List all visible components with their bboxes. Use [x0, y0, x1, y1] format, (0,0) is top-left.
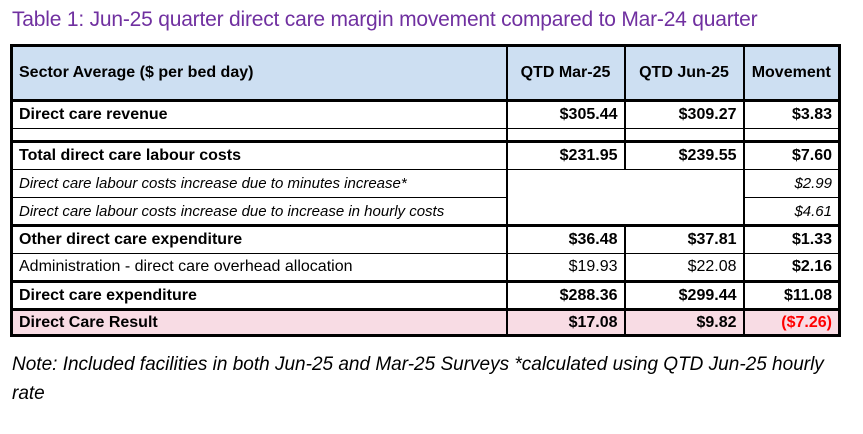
- cell-empty: [742, 128, 841, 143]
- cell-empty: [623, 128, 745, 143]
- cell-qtd-jun25: $22.08: [623, 253, 745, 283]
- cell-label: Direct care expenditure: [10, 281, 508, 311]
- row-total-direct-care-labour-costs: Total direct care labour costs $231.95 $…: [10, 141, 841, 170]
- row-administration-overhead: Administration - direct care overhead al…: [10, 253, 841, 283]
- footnote: Note: Included facilities in both Jun-25…: [12, 354, 824, 405]
- cell-movement: $7.60: [742, 141, 841, 170]
- column-header-qtd-mar25: QTD Mar-25: [505, 45, 626, 102]
- row-direct-care-result: Direct Care Result $17.08 $9.82 ($7.26): [10, 309, 841, 337]
- cell-movement: $11.08: [742, 281, 841, 311]
- row-other-direct-care-expenditure: Other direct care expenditure $36.48 $37…: [10, 225, 841, 254]
- column-header-sector-average: Sector Average ($ per bed day): [10, 45, 508, 102]
- cell-qtd-jun25: $309.27: [623, 100, 745, 129]
- cell-label: Direct care revenue: [10, 100, 508, 129]
- cell-movement: $2.99: [742, 169, 841, 198]
- cell-qtd-mar25: $36.48: [505, 225, 626, 254]
- cell-label: Direct care labour costs increase due to…: [10, 169, 508, 198]
- table-title: Table 1: Jun-25 quarter direct care marg…: [12, 8, 758, 31]
- cell-qtd-mar25: $17.08: [505, 309, 626, 337]
- cell-label: Direct Care Result: [10, 309, 508, 337]
- cell-qtd-mar25: $231.95: [505, 141, 626, 170]
- cell-label: Direct care labour costs increase due to…: [10, 197, 508, 227]
- cell-empty: [505, 128, 626, 143]
- cell-label: Total direct care labour costs: [10, 141, 508, 170]
- cell-qtd-jun25: $299.44: [623, 281, 745, 311]
- spacer-row: [10, 128, 841, 143]
- column-header-movement: Movement: [742, 45, 841, 102]
- cell-movement: $2.16: [742, 253, 841, 283]
- table-header-row: Sector Average ($ per bed day) QTD Mar-2…: [10, 45, 841, 102]
- cell-movement-negative: ($7.26): [742, 309, 841, 337]
- cell-qtd-jun25: $9.82: [623, 309, 745, 337]
- cell-merged-blank: [505, 169, 745, 227]
- cell-qtd-mar25: $305.44: [505, 100, 626, 129]
- cell-movement: $1.33: [742, 225, 841, 254]
- cell-label: Administration - direct care overhead al…: [10, 253, 508, 283]
- direct-care-margin-table: Sector Average ($ per bed day) QTD Mar-2…: [10, 44, 841, 337]
- cell-label: Other direct care expenditure: [10, 225, 508, 254]
- cell-movement: $3.83: [742, 100, 841, 129]
- cell-movement: $4.61: [742, 197, 841, 227]
- cell-qtd-mar25: $19.93: [505, 253, 626, 283]
- cell-qtd-mar25: $288.36: [505, 281, 626, 311]
- cell-qtd-jun25: $37.81: [623, 225, 745, 254]
- row-direct-care-revenue: Direct care revenue $305.44 $309.27 $3.8…: [10, 100, 841, 129]
- cell-empty: [10, 128, 508, 143]
- row-direct-care-expenditure: Direct care expenditure $288.36 $299.44 …: [10, 281, 841, 311]
- column-header-qtd-jun25: QTD Jun-25: [623, 45, 745, 102]
- row-labour-increase-minutes: Direct care labour costs increase due to…: [10, 169, 841, 227]
- cell-qtd-jun25: $239.55: [623, 141, 745, 170]
- page: Table 1: Jun-25 quarter direct care marg…: [0, 8, 863, 434]
- row-labour-increase-hourly-costs: Direct care labour costs increase due to…: [10, 197, 841, 227]
